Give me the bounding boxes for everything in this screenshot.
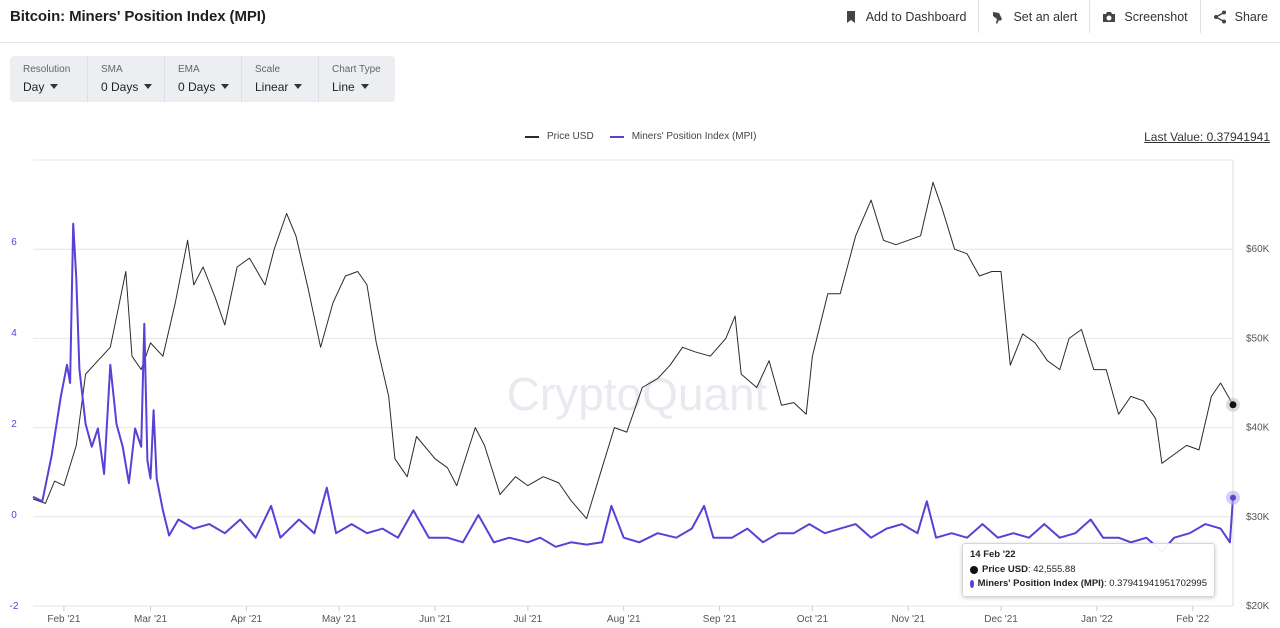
grid-layer	[33, 159, 1234, 607]
ema-dropdown[interactable]: EMA 0 Days	[164, 56, 241, 102]
legend-item-mpi[interactable]: Miners' Position Index (MPI)	[609, 131, 757, 142]
tooltip-value-price: 42,555.88	[1033, 564, 1076, 575]
legend-label-mpi: Miners' Position Index (MPI)	[631, 131, 757, 142]
share-button[interactable]: Share	[1199, 0, 1280, 33]
tooltip-value-mpi: 0.37941941951702995	[1109, 578, 1207, 589]
mpi-series-line[interactable]	[32, 222, 1234, 553]
axis-layer: -2 0 2 4 6 $20K $30K $40K $50K $60K Feb '21 Mar '21…	[10, 237, 1270, 625]
x-axis-tick-label: Jan '22	[1081, 614, 1113, 625]
right-axis-tick-label: $20K	[1246, 601, 1270, 612]
bell-icon	[993, 11, 1003, 24]
share-label: Share	[1234, 9, 1268, 24]
scale-value: Linear	[255, 80, 289, 94]
resolution-value: Day	[23, 80, 45, 94]
camera-icon	[1103, 11, 1116, 22]
left-axis-tick-label: 6	[11, 237, 17, 248]
ema-value: 0 Days	[178, 80, 216, 94]
x-axis-tick-label: Oct '21	[797, 614, 829, 625]
tooltip-row-mpi: Miners' Position Index (MPI): 0.37941941…	[970, 578, 1207, 589]
right-axis-tick-label: $30K	[1246, 512, 1270, 523]
chart-canvas[interactable]: CryptoQuant -2 0 2 4 6 $20K $30K $40K $50K $60K Fe…	[0, 150, 1280, 628]
tooltip-sep: :	[1103, 578, 1110, 589]
right-axis-tick-label: $40K	[1246, 423, 1270, 434]
left-axis-tick-label: 0	[11, 510, 17, 521]
legend-label-price: Price USD	[547, 131, 594, 142]
chart-legend: Price USD Miners' Position Index (MPI)	[525, 131, 772, 142]
caret-down-icon	[360, 84, 369, 90]
x-axis-tick-label: Feb '22	[1176, 614, 1209, 625]
ema-label: EMA	[178, 64, 200, 75]
sma-label: SMA	[101, 64, 123, 75]
x-axis-tick-label: Jul '21	[514, 614, 543, 625]
screenshot-label: Screenshot	[1124, 9, 1188, 24]
x-axis-tick-label: Sep '21	[703, 614, 737, 625]
legend-item-price[interactable]: Price USD	[525, 131, 594, 142]
x-axis-tick-label: Jun '21	[419, 614, 451, 625]
share-icon	[1213, 10, 1226, 23]
x-axis-tick-label: Nov '21	[891, 614, 925, 625]
tooltip-dot-mpi	[970, 579, 974, 588]
tooltip-dot-price	[970, 565, 978, 574]
marker-layer	[1226, 397, 1240, 505]
legend-swatch-mpi	[609, 135, 624, 138]
price-hover-marker	[1229, 401, 1237, 409]
x-axis-tick-label: Dec '21	[984, 614, 1018, 625]
legend-swatch-price	[525, 135, 539, 138]
right-axis-tick-label: $50K	[1246, 333, 1270, 344]
header-bar: Bitcoin: Miners' Position Index (MPI) Ad…	[0, 0, 1280, 43]
sma-dropdown[interactable]: SMA 0 Days	[87, 56, 164, 102]
watermark-text: CryptoQuant	[507, 368, 768, 420]
mpi-hover-marker	[1230, 494, 1236, 501]
chart-type-label: Chart Type	[332, 64, 381, 75]
chart-controls: Resolution Day SMA 0 Days EMA 0 Days Sca…	[10, 56, 395, 102]
tooltip-name-mpi: Miners' Position Index (MPI)	[977, 578, 1104, 589]
series-layer	[32, 181, 1234, 553]
add-to-dashboard-button[interactable]: Add to Dashboard	[832, 0, 979, 33]
tooltip-name-price: Price USD	[982, 564, 1028, 575]
caret-down-icon	[144, 84, 153, 90]
sma-value: 0 Days	[101, 80, 139, 94]
last-value-link[interactable]: Last Value: 0.37941941	[1144, 130, 1270, 144]
caret-down-icon	[294, 84, 303, 90]
caret-down-icon	[221, 84, 230, 90]
x-axis-tick-label: Aug '21	[607, 614, 641, 625]
tooltip-date: 14 Feb '22	[970, 549, 1016, 560]
chart-type-value: Line	[332, 80, 355, 94]
x-axis-tick-label: Feb '21	[47, 614, 80, 625]
x-axis-tick-label: Mar '21	[134, 614, 167, 625]
left-axis-tick-label: 4	[11, 328, 17, 339]
tooltip-row-price: Price USD: 42,555.88	[970, 564, 1207, 575]
x-axis-tick-label: May '21	[322, 614, 357, 625]
chart-tooltip: 14 Feb '22 Price USD: 42,555.88 Miners' …	[962, 543, 1215, 597]
tooltip-sep: :	[1027, 564, 1034, 575]
chart-type-dropdown[interactable]: Chart Type Line	[318, 56, 395, 102]
bookmark-icon	[846, 10, 855, 23]
set-alert-button[interactable]: Set an alert	[978, 0, 1089, 33]
header-actions: Add to Dashboard Set an alert Screenshot…	[832, 0, 1280, 33]
page-title: Bitcoin: Miners' Position Index (MPI)	[10, 8, 266, 25]
resolution-label: Resolution	[23, 64, 71, 75]
set-alert-label: Set an alert	[1013, 9, 1078, 24]
left-axis-tick-label: 2	[11, 419, 17, 430]
screenshot-button[interactable]: Screenshot	[1089, 0, 1199, 33]
price-usd-series-line[interactable]	[32, 181, 1234, 520]
left-axis-tick-label: -2	[10, 601, 19, 612]
right-axis-tick-label: $60K	[1246, 244, 1270, 255]
resolution-dropdown[interactable]: Resolution Day	[10, 56, 87, 102]
x-axis-tick-label: Apr '21	[231, 614, 263, 625]
scale-label: Scale	[255, 64, 281, 75]
scale-dropdown[interactable]: Scale Linear	[241, 56, 318, 102]
caret-down-icon	[50, 84, 59, 90]
add-to-dashboard-label: Add to Dashboard	[865, 9, 967, 24]
